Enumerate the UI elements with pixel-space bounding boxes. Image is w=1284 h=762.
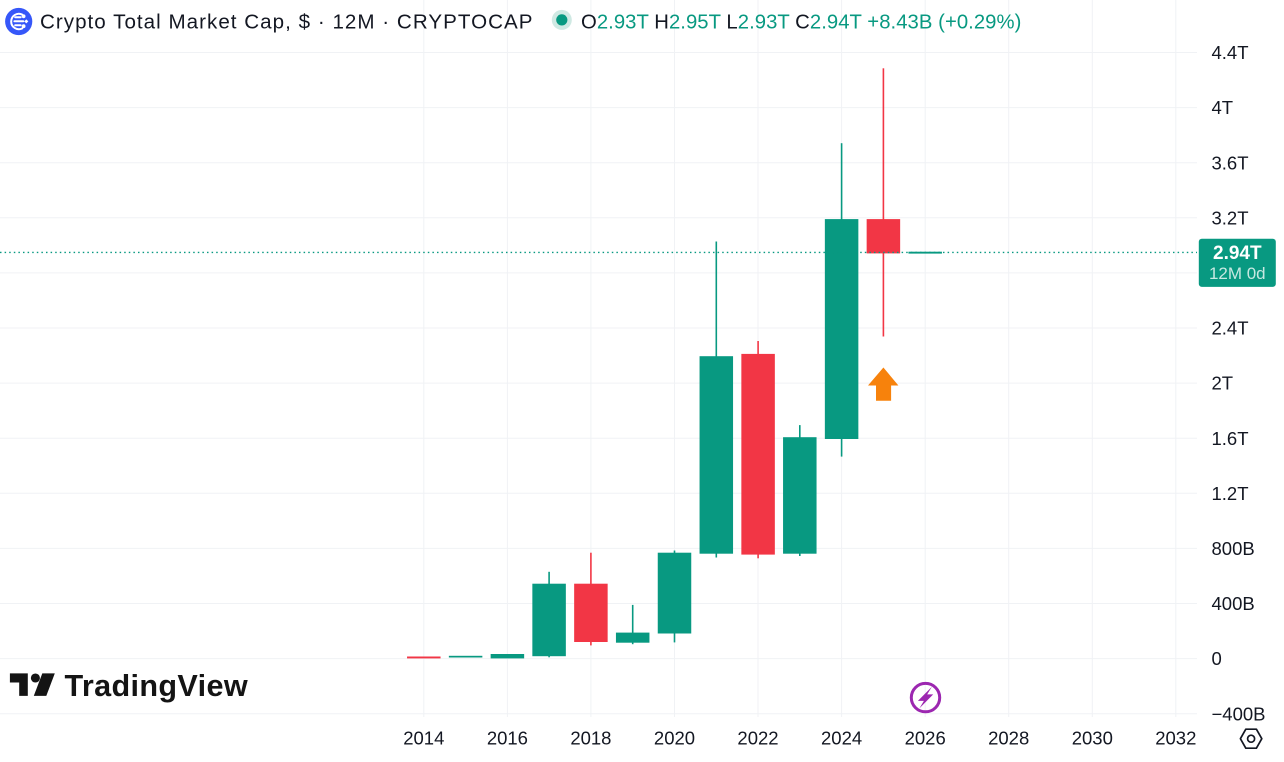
- svg-text:1.6T: 1.6T: [1212, 428, 1249, 449]
- svg-text:400B: 400B: [1212, 593, 1255, 614]
- svg-text:2024: 2024: [821, 728, 862, 749]
- svg-text:2.94T: 2.94T: [1213, 243, 1262, 264]
- svg-text:4.4T: 4.4T: [1212, 42, 1249, 63]
- svg-text:O2.93T H2.95T L2.93T C2.94T +8: O2.93T H2.95T L2.93T C2.94T +8.43B (+0.2…: [581, 11, 1021, 33]
- svg-text:800B: 800B: [1212, 538, 1255, 559]
- svg-text:2018: 2018: [570, 728, 611, 749]
- svg-text:Crypto Total Market Cap, $ · 1: Crypto Total Market Cap, $ · 12M · CRYPT…: [40, 10, 534, 33]
- svg-text:1.2T: 1.2T: [1212, 483, 1249, 504]
- svg-text:2.4T: 2.4T: [1212, 318, 1249, 339]
- svg-text:TradingView: TradingView: [65, 669, 249, 703]
- svg-text:2T: 2T: [1212, 373, 1234, 394]
- svg-text:2014: 2014: [403, 728, 444, 749]
- svg-text:3.2T: 3.2T: [1212, 207, 1249, 228]
- svg-text:2022: 2022: [737, 728, 778, 749]
- svg-text:4T: 4T: [1212, 97, 1234, 118]
- svg-text:−400B: −400B: [1212, 703, 1266, 724]
- svg-text:0: 0: [1212, 648, 1222, 669]
- svg-text:2016: 2016: [487, 728, 528, 749]
- svg-text:2020: 2020: [654, 728, 695, 749]
- svg-text:2028: 2028: [988, 728, 1029, 749]
- svg-text:2030: 2030: [1072, 728, 1113, 749]
- svg-text:3.6T: 3.6T: [1212, 152, 1249, 173]
- svg-text:2032: 2032: [1155, 728, 1196, 749]
- svg-text:12M 0d: 12M 0d: [1209, 264, 1266, 283]
- svg-text:2026: 2026: [905, 728, 946, 749]
